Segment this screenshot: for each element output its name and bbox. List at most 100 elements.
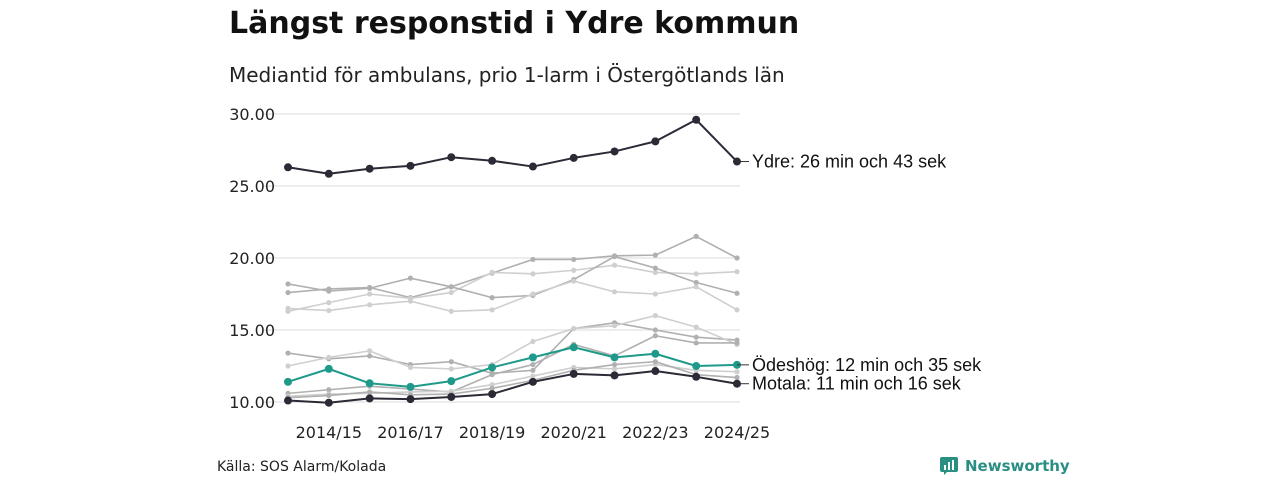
data-point [448,308,454,314]
data-point [652,359,658,365]
data-point [284,396,292,405]
data-point [611,361,618,368]
series-line [287,370,738,404]
data-point [489,372,495,378]
data-point [530,256,536,263]
series-övrig-5 [285,320,740,376]
data-point [407,298,414,304]
data-point [284,163,292,172]
data-point [530,373,536,379]
data-point [367,348,373,354]
data-point [365,394,374,403]
data-point [324,364,333,373]
data-point [284,377,292,386]
data-point [734,255,740,261]
series-motala [284,367,741,407]
data-point [407,275,414,281]
data-point [569,343,578,352]
data-point [448,284,454,290]
data-point [651,367,660,376]
data-point [734,374,740,381]
chart-title: Längst responstid i Ydre kommun [229,6,800,41]
data-point [326,300,332,306]
data-point [489,269,495,275]
data-point [489,307,495,313]
data-point [326,307,332,314]
series-övrig-3 [285,253,740,301]
data-point [693,279,699,286]
data-point [734,269,740,275]
data-point [489,382,495,388]
y-tick-label: 20.00 [229,249,275,268]
y-axis-ticks: 30.00 25.00 20.00 15.00 10.00 [229,105,275,412]
x-tick-label: 2018/19 [459,423,525,442]
data-point [611,262,618,268]
series-line [287,363,738,398]
series-övrig-4 [285,278,740,314]
data-point [693,340,699,346]
data-point [447,392,456,401]
data-point [651,349,660,358]
data-point [326,387,332,393]
brand-name: Newsworthy [965,457,1070,475]
data-point [285,281,291,287]
data-point [734,307,740,313]
y-tick-label: 10.00 [229,393,275,412]
series-ödeshög [284,343,741,391]
data-point [488,363,497,372]
data-point [326,288,332,294]
data-point [734,369,740,375]
data-point [610,371,619,380]
data-point [285,305,291,311]
series-end-label: Motala: 11 min och 16 sek [752,374,962,394]
series-line [287,118,738,175]
series-line [287,235,738,299]
data-point [285,289,291,296]
data-point [652,291,658,297]
data-point [324,169,333,178]
data-point [530,271,536,277]
background-series [285,233,740,401]
data-point [324,398,333,407]
data-point [530,361,536,368]
data-point [611,366,618,372]
data-point [365,164,374,173]
data-point [611,323,618,329]
data-point [367,353,373,359]
data-point [530,338,536,345]
data-point [406,382,415,391]
data-point [407,364,414,371]
x-tick-label: 2024/25 [704,423,770,442]
y-tick-label: 15.00 [229,321,275,340]
y-tick-label: 30.00 [229,105,275,124]
series-line [287,321,738,375]
data-point [734,340,740,346]
data-point [571,267,577,273]
data-point [693,271,699,277]
y-tick-label: 25.00 [229,177,275,196]
source-note: Källa: SOS Alarm/Kolada [217,459,387,475]
series-labels: Ydre: 26 min och 43 sek Ödeshög: 12 min o… [737,152,982,394]
data-point [285,350,291,356]
data-point [326,392,332,399]
series-line [287,255,738,299]
data-point [692,115,701,124]
series-line [287,280,738,313]
data-point [610,147,619,156]
data-point [367,389,373,395]
data-point [530,291,536,297]
data-point [488,390,497,399]
data-point [406,161,415,170]
data-point [652,252,658,258]
data-point [365,379,374,388]
chart-subtitle: Mediantid för ambulans, prio 1-larm i Ös… [229,63,785,87]
series-övrig-1 [285,233,740,301]
series-övrig-7 [285,333,740,396]
data-point [693,324,699,330]
series-line [287,360,738,399]
data-point [611,289,618,295]
data-point [530,367,536,373]
data-point [528,353,537,362]
series-ydre [284,115,741,178]
